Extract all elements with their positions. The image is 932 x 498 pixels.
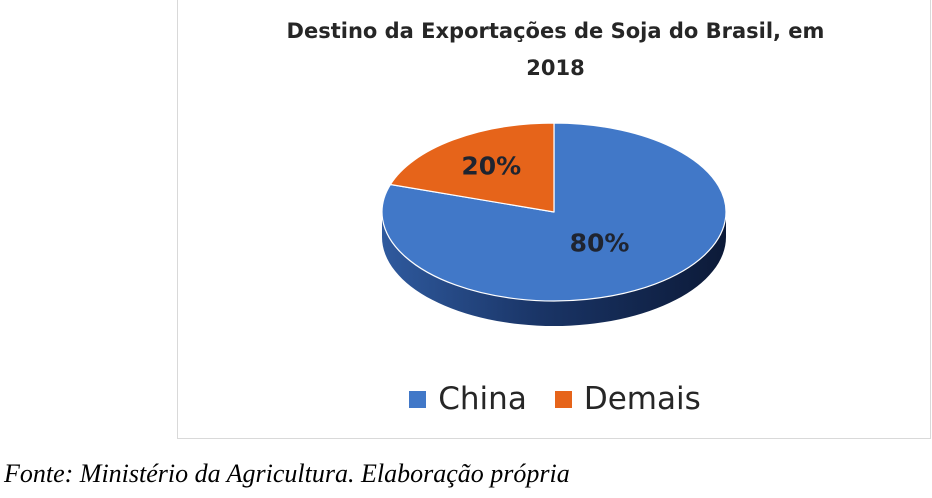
legend: China Demais — [178, 379, 932, 419]
pie-slice-demais — [389, 122, 555, 213]
legend-item-demais: Demais — [554, 381, 701, 417]
legend-swatch-demais — [554, 390, 572, 408]
pie-chart: 80% 20% — [381, 122, 727, 326]
legend-label-demais: Demais — [583, 381, 701, 417]
source-caption: Fonte: Ministério da Agricultura. Elabor… — [4, 459, 570, 488]
chart-title: Destino da Exportações de Soja do Brasil… — [286, 19, 825, 80]
pie-side-china — [382, 212, 726, 326]
data-label-demais: 20% — [461, 151, 521, 180]
legend-item-china: China — [409, 381, 527, 417]
chart-frame: Destino da Exportações de Soja do Brasil… — [177, 0, 931, 439]
data-label-china: 80% — [570, 228, 630, 257]
legend-label-china: China — [438, 381, 527, 417]
legend-swatch-china — [409, 390, 427, 408]
